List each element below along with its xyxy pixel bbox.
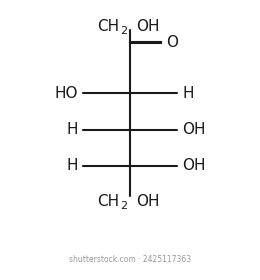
Text: shutterstock.com · 2425117363: shutterstock.com · 2425117363 bbox=[69, 255, 191, 264]
Text: CH: CH bbox=[98, 19, 120, 34]
Text: O: O bbox=[166, 35, 178, 50]
Text: OH: OH bbox=[182, 158, 205, 174]
Text: 2: 2 bbox=[120, 200, 127, 211]
Text: 2: 2 bbox=[120, 26, 127, 36]
Text: OH: OH bbox=[136, 193, 160, 209]
Text: OH: OH bbox=[182, 122, 205, 137]
Text: CH: CH bbox=[98, 193, 120, 209]
Text: H: H bbox=[67, 158, 78, 174]
Text: H: H bbox=[182, 86, 193, 101]
Text: OH: OH bbox=[136, 19, 160, 34]
Text: HO: HO bbox=[55, 86, 78, 101]
Text: H: H bbox=[67, 122, 78, 137]
